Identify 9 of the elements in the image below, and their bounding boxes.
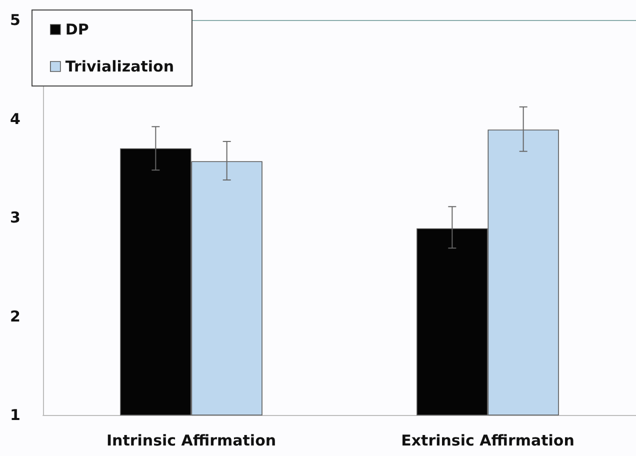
x-tick-label: Extrinsic Affirmation: [401, 432, 574, 450]
y-tick-label: 3: [10, 208, 20, 226]
y-tick-label: 1: [10, 406, 20, 424]
legend-label: DP: [65, 20, 89, 38]
y-tick-label: 5: [10, 11, 20, 29]
y-tick-label: 4: [10, 110, 20, 128]
legend-label: Trivialization: [65, 58, 174, 76]
y-tick-label: 2: [10, 307, 20, 326]
x-tick-label: Intrinsic Affirmation: [106, 432, 276, 450]
